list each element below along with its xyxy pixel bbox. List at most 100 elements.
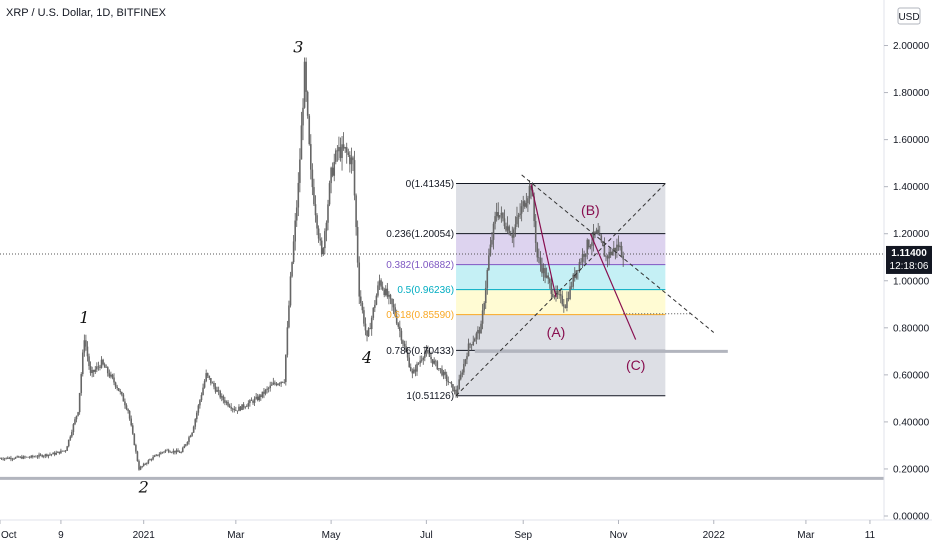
candle-body bbox=[3, 458, 6, 460]
wave-label: (B) bbox=[581, 202, 600, 218]
candle-body bbox=[85, 340, 87, 347]
candle-body bbox=[581, 253, 584, 262]
candle-body bbox=[202, 387, 204, 396]
candle-body bbox=[617, 244, 620, 248]
trendline[interactable] bbox=[455, 183, 666, 397]
candle-body bbox=[175, 450, 178, 453]
candle-body bbox=[306, 91, 309, 116]
candle-body bbox=[256, 396, 259, 401]
x-tick-label: Nov bbox=[610, 530, 628, 541]
wave-label: 2 bbox=[138, 477, 149, 496]
candle-body bbox=[102, 359, 104, 365]
candle-body bbox=[200, 395, 203, 401]
x-tick-label: May bbox=[322, 530, 341, 541]
candle-body bbox=[2, 458, 4, 460]
wave-label: (C) bbox=[626, 357, 645, 373]
candle-body bbox=[275, 383, 278, 386]
candle-body bbox=[117, 388, 120, 391]
candle-body bbox=[128, 410, 131, 419]
candle-body bbox=[397, 323, 400, 327]
candle-body bbox=[420, 359, 423, 361]
candle-body bbox=[536, 242, 539, 258]
candle-body bbox=[592, 231, 595, 243]
candle-body bbox=[431, 359, 434, 364]
wave-projection-line[interactable] bbox=[530, 184, 557, 298]
candle-body bbox=[25, 456, 28, 458]
currency-button[interactable]: USD bbox=[897, 7, 921, 25]
candle-body bbox=[611, 251, 614, 256]
trendlines[interactable] bbox=[455, 174, 715, 397]
candle-body bbox=[192, 426, 195, 433]
candle-body bbox=[81, 352, 84, 375]
candle-body bbox=[152, 456, 154, 460]
fib-level-label: 0.236(1.20054) bbox=[386, 229, 454, 240]
candle-body bbox=[491, 239, 493, 245]
candle-body bbox=[219, 391, 222, 398]
candle-body bbox=[266, 388, 268, 390]
candle-body bbox=[363, 310, 365, 324]
price-axis[interactable]: 0.00000 0.20000 0.40000 0.60000 0.80000 1.000… bbox=[884, 41, 930, 523]
candle-body bbox=[103, 364, 106, 368]
candle-body bbox=[389, 294, 392, 299]
candle-body bbox=[280, 381, 282, 384]
candle-body bbox=[619, 245, 621, 248]
candle-body bbox=[598, 234, 601, 236]
candle-body bbox=[274, 382, 276, 384]
candle-body bbox=[400, 330, 403, 341]
candle-body bbox=[419, 360, 421, 364]
time-axis[interactable]: Oct 9 2021 Mar May Jul Sep Nov 2022 Mar 11 bbox=[0, 520, 876, 541]
candle-body bbox=[414, 369, 417, 372]
projection-lines[interactable] bbox=[530, 184, 637, 340]
fib-level-label: 0.786(0.70433) bbox=[386, 346, 454, 357]
candle-body bbox=[177, 450, 179, 452]
currency-button-label[interactable]: USD bbox=[898, 12, 919, 23]
candle-body bbox=[260, 395, 262, 397]
candle-body bbox=[603, 246, 606, 257]
candle-body bbox=[227, 401, 229, 406]
candle-body bbox=[299, 159, 301, 183]
candle-body bbox=[141, 466, 143, 467]
candle-body bbox=[352, 157, 354, 161]
fib-zone bbox=[456, 264, 666, 290]
y-tick-label: 0.40000 bbox=[893, 417, 930, 428]
candle-body bbox=[492, 223, 495, 240]
candle-body bbox=[11, 458, 14, 460]
candle-body bbox=[319, 238, 321, 241]
candle-body bbox=[289, 276, 292, 306]
candle-body bbox=[394, 307, 396, 316]
candle-body bbox=[113, 377, 115, 383]
currency-button-frame[interactable] bbox=[897, 7, 921, 25]
candle-body bbox=[31, 455, 34, 457]
candle-body bbox=[13, 458, 15, 460]
candle-body bbox=[552, 293, 554, 298]
candle-body bbox=[439, 368, 442, 369]
y-tick-label: 0.60000 bbox=[893, 370, 930, 381]
candle-body bbox=[344, 147, 346, 149]
candle-body bbox=[325, 222, 328, 232]
candle-body bbox=[441, 368, 443, 376]
candle-body bbox=[272, 382, 275, 385]
candle-body bbox=[147, 460, 150, 464]
candle-body bbox=[174, 450, 176, 453]
wave-projection-line[interactable] bbox=[589, 233, 637, 340]
candle-body bbox=[252, 400, 254, 403]
candle-body bbox=[285, 354, 287, 383]
candle-body bbox=[478, 329, 481, 334]
candle-body bbox=[563, 304, 565, 307]
candle-body bbox=[322, 248, 325, 255]
candle-body bbox=[378, 280, 381, 286]
candle-body bbox=[305, 61, 307, 92]
candle-body bbox=[75, 415, 78, 420]
candle-body bbox=[220, 396, 223, 398]
wave-labels: 1 2 3 4 (A) (B) (C) bbox=[79, 38, 645, 497]
candle-body bbox=[513, 229, 515, 238]
candle-body bbox=[353, 160, 356, 196]
candle-body bbox=[548, 278, 551, 283]
candle-body bbox=[434, 360, 437, 362]
support-lines[interactable] bbox=[0, 349, 884, 480]
candle-body bbox=[506, 226, 509, 231]
candle-body bbox=[19, 456, 22, 458]
candle-body bbox=[164, 449, 167, 452]
candle-body bbox=[247, 403, 250, 407]
